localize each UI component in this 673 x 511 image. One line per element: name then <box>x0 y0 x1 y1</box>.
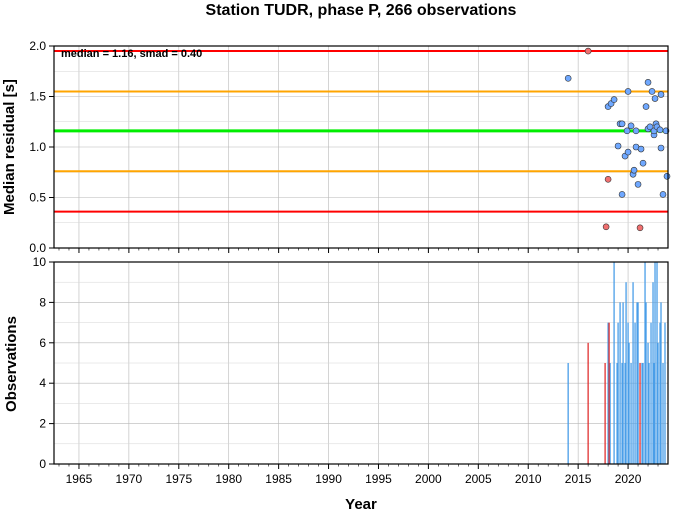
top-y-tick-label: 0.5 <box>29 191 46 205</box>
x-tick-label: 1990 <box>315 472 342 486</box>
top-panel-frame <box>53 45 669 249</box>
x-tick-label: 1975 <box>165 472 192 486</box>
residual-point <box>648 88 656 95</box>
residual-point <box>627 122 635 130</box>
residual-point <box>610 96 618 103</box>
residual-point <box>624 88 632 95</box>
top-y-axis-label: Median residual [s] <box>1 79 18 215</box>
median-smad-annotation: median = 1.16, smad = 0.40 <box>61 48 202 60</box>
residual-point <box>604 176 612 183</box>
bottom-y-tick-label: 6 <box>39 336 46 350</box>
residual-point <box>564 75 572 82</box>
residual-point <box>602 223 610 231</box>
residual-point <box>657 144 665 152</box>
x-tick-label: 2005 <box>465 472 492 486</box>
bottom-y-axis-label: Observations <box>3 316 20 412</box>
top-y-tick-label: 0.0 <box>29 241 46 255</box>
residual-point <box>630 166 638 174</box>
residual-point <box>651 95 659 102</box>
bottom-y-tick-label: 2 <box>39 417 46 431</box>
residual-point <box>614 142 622 150</box>
residual-point <box>646 123 654 131</box>
residual-point <box>663 172 671 180</box>
bottom-y-tick-label: 10 <box>33 255 47 269</box>
residual-point <box>659 191 667 198</box>
residual-point <box>618 191 626 198</box>
residual-point <box>656 126 664 134</box>
bottom-panel-frame <box>53 261 669 465</box>
residual-point <box>624 148 632 156</box>
x-axis-label: Year <box>345 496 377 511</box>
x-tick-label: 2015 <box>565 472 592 486</box>
x-tick-label: 1985 <box>265 472 292 486</box>
chart-title: Station TUDR, phase P, 266 observations <box>206 2 517 19</box>
top-y-tick-label: 1.5 <box>29 90 46 104</box>
residual-point <box>634 181 642 188</box>
observations-panel: 0 2 4 6 8 10 1965 1970 1975 1980 1985 1990 1995 2000 2… <box>33 255 669 486</box>
x-tick-label: 2000 <box>415 472 442 486</box>
x-tick-label: 1980 <box>215 472 242 486</box>
residual-point <box>642 103 650 110</box>
residual-point <box>639 159 647 167</box>
bottom-y-tick-label: 8 <box>39 295 46 309</box>
residual-point <box>657 91 665 98</box>
residual-point <box>637 145 645 153</box>
residual-point <box>623 127 631 135</box>
residual-point <box>632 127 640 135</box>
top-y-tick-label: 1.0 <box>29 140 46 154</box>
residual-point <box>636 224 644 232</box>
top-y-tick-label: 2.0 <box>29 39 46 53</box>
residual-panel: 0.0 0.5 1.0 1.5 2.0 <box>29 39 671 255</box>
x-tick-label: 1965 <box>66 472 93 486</box>
bottom-y-tick-label: 0 <box>39 457 46 471</box>
residual-point <box>618 120 626 128</box>
x-tick-label: 2010 <box>515 472 542 486</box>
residual-point <box>584 47 592 55</box>
x-tick-label: 1995 <box>365 472 392 486</box>
residual-point <box>644 79 652 86</box>
bottom-y-tick-label: 4 <box>39 376 46 390</box>
x-tick-label: 2020 <box>615 472 642 486</box>
x-tick-label: 1970 <box>116 472 143 486</box>
